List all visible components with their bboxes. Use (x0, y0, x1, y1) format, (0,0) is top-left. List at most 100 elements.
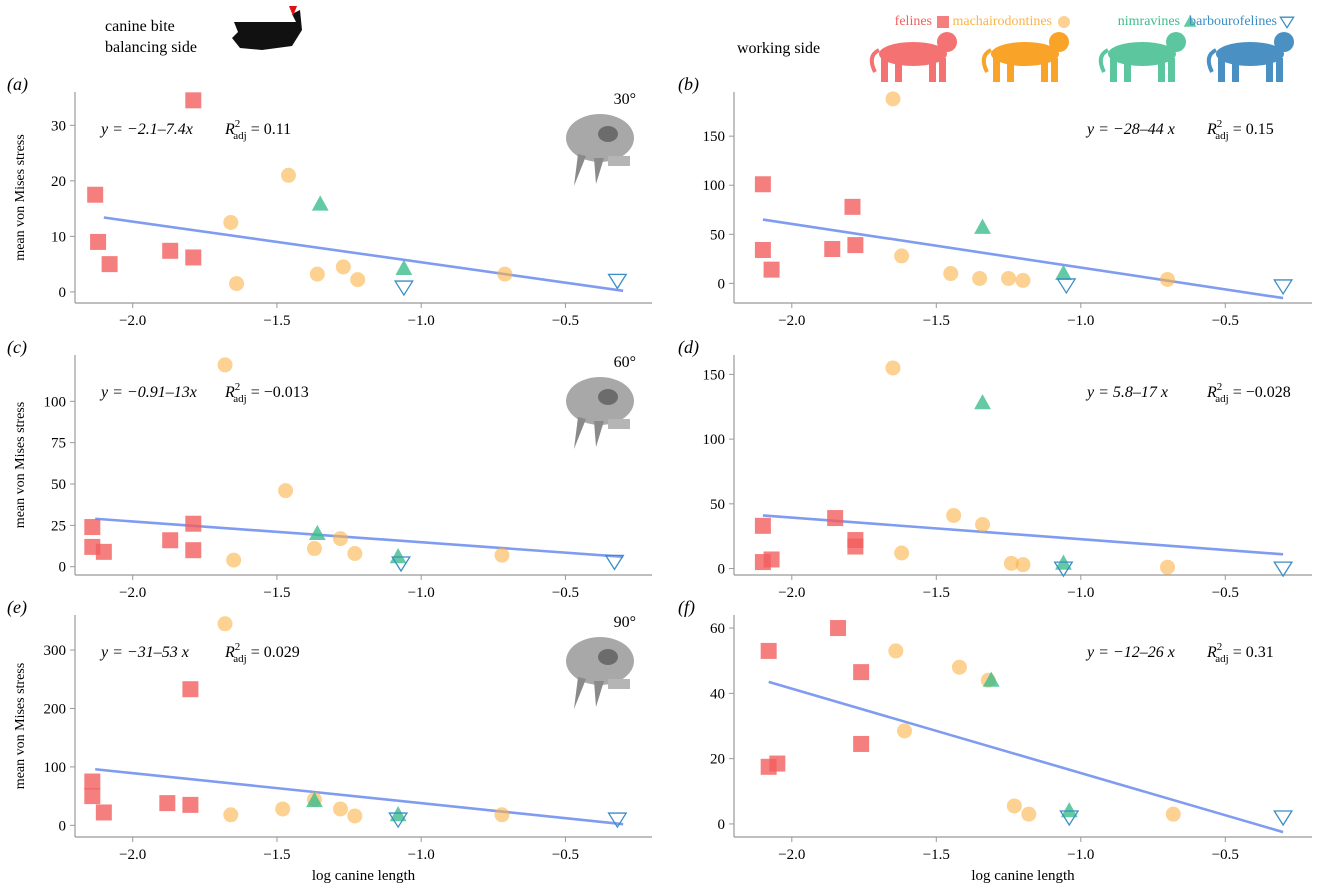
regression-line (768, 680, 1284, 834)
skull-image (566, 377, 634, 449)
legend-marker-felines (937, 16, 949, 28)
point-felines (827, 510, 844, 527)
legend: felines machairodontines nimravines barbour… (895, 14, 1295, 29)
x-tick-label: −2.0 (119, 847, 146, 863)
y-tick-label: 60 (710, 621, 725, 637)
point-machairodontines (309, 266, 325, 282)
point-felines (185, 542, 202, 559)
x-tick-label: −0.5 (552, 313, 579, 329)
x-tick-label: −1.5 (923, 585, 950, 601)
point-machairodontines (1160, 271, 1175, 287)
point-nimravines (306, 791, 323, 808)
point-felines (159, 795, 176, 812)
point-felines (853, 735, 870, 752)
point-felines (763, 261, 780, 278)
skull-image (566, 114, 634, 186)
y-tick-label: 30 (51, 118, 66, 134)
x-tick-label: −0.5 (552, 847, 579, 863)
point-barbourofelines (607, 812, 628, 829)
point-machairodontines (275, 801, 291, 817)
point-machairodontines (223, 214, 239, 230)
point-machairodontines (223, 807, 239, 823)
y-tick-label: 0 (59, 818, 67, 834)
x-tick-label: −0.5 (552, 585, 579, 601)
point-barbourofelines (1056, 278, 1077, 295)
y-tick-label: 0 (718, 817, 726, 833)
y-tick-label: 200 (44, 701, 67, 717)
point-machairodontines (946, 507, 962, 523)
x-tick-label: −1.0 (1067, 313, 1094, 329)
y-tick-label: 300 (44, 643, 67, 659)
point-felines (95, 543, 112, 560)
point-felines (824, 241, 841, 258)
point-nimravines (389, 548, 407, 564)
point-machairodontines (226, 552, 242, 568)
point-nimravines (311, 195, 329, 211)
y-tick-label: 100 (703, 432, 726, 448)
point-felines (185, 249, 202, 266)
y-tick-label: 20 (51, 174, 66, 190)
y-tick-label: 10 (51, 229, 66, 245)
point-machairodontines (943, 266, 959, 282)
angle-label: 30° (614, 91, 636, 108)
x-tick-label: −1.0 (1067, 585, 1094, 601)
y-tick-label: 0 (59, 560, 67, 576)
x-tick-label: −1.5 (263, 585, 290, 601)
regression-line (95, 767, 624, 826)
x-tick-label: −0.5 (1212, 585, 1239, 601)
x-tick-label: −1.0 (408, 585, 435, 601)
point-felines (162, 242, 179, 259)
point-barbourofelines (604, 554, 625, 571)
point-felines (754, 517, 771, 534)
y-tick-label: 40 (710, 686, 725, 702)
r-squared: R2 adj = −0.013 (224, 381, 309, 405)
silhouette-felines (869, 32, 957, 82)
x-tick-label: −2.0 (778, 313, 805, 329)
y-tick-label: 0 (718, 562, 726, 578)
silhouette-machairodontines (981, 32, 1069, 82)
r-squared: R2 adj = −0.028 (1206, 381, 1291, 405)
legend-label-machairodontines: machairodontines (952, 14, 1052, 29)
y-tick-label: 20 (710, 752, 725, 768)
point-nimravines (982, 671, 1000, 687)
panel-label: (a) (7, 74, 28, 95)
regression-equation: y = −2.1–7.4x (99, 121, 193, 138)
panel-a: 0 10 20 30 −2.0 −1.5 −1.0 −0.5 (a) mean von Mises… (7, 74, 652, 329)
point-felines (185, 515, 202, 532)
point-machairodontines (332, 531, 348, 547)
point-machairodontines (972, 270, 988, 286)
point-machairodontines (951, 659, 967, 675)
point-felines (162, 532, 179, 549)
point-felines (182, 681, 199, 698)
legend-label-nimravines: nimravines (1118, 14, 1180, 29)
animal-silhouettes (869, 32, 1294, 82)
legend-marker-nimravines (1183, 15, 1197, 27)
point-machairodontines (885, 360, 901, 376)
panel-label: (f) (678, 597, 695, 618)
regression-equation: y = −12–26 x (1085, 644, 1175, 661)
y-tick-label: 150 (703, 129, 726, 145)
point-felines (754, 176, 771, 193)
point-felines (830, 620, 847, 637)
point-felines (847, 538, 864, 555)
regression-equation: y = −31–53 x (99, 644, 189, 661)
point-felines (182, 796, 199, 813)
y-tick-label: 50 (51, 477, 66, 493)
legend-label-barbourofelines: barbourofelines (1189, 14, 1277, 29)
point-nimravines (974, 394, 991, 410)
y-tick-label: 25 (51, 518, 66, 534)
y-tick-label: 100 (703, 178, 726, 194)
x-tick-label: −2.0 (119, 313, 146, 329)
x-tick-label: −0.5 (1212, 313, 1239, 329)
panel-f: 0 20 40 60 −2.0 −1.5 −1.0 −0.5 (f) log canine len… (678, 597, 1312, 884)
bite-label-line1: canine bite (105, 18, 175, 35)
point-machairodontines (885, 91, 901, 107)
point-felines (84, 788, 101, 805)
point-nimravines (1055, 264, 1072, 280)
point-felines (185, 92, 202, 109)
point-machairodontines (332, 801, 348, 817)
point-nimravines (1060, 802, 1078, 818)
point-machairodontines (350, 272, 366, 288)
regression-equation: y = −0.91–13x (99, 384, 197, 401)
